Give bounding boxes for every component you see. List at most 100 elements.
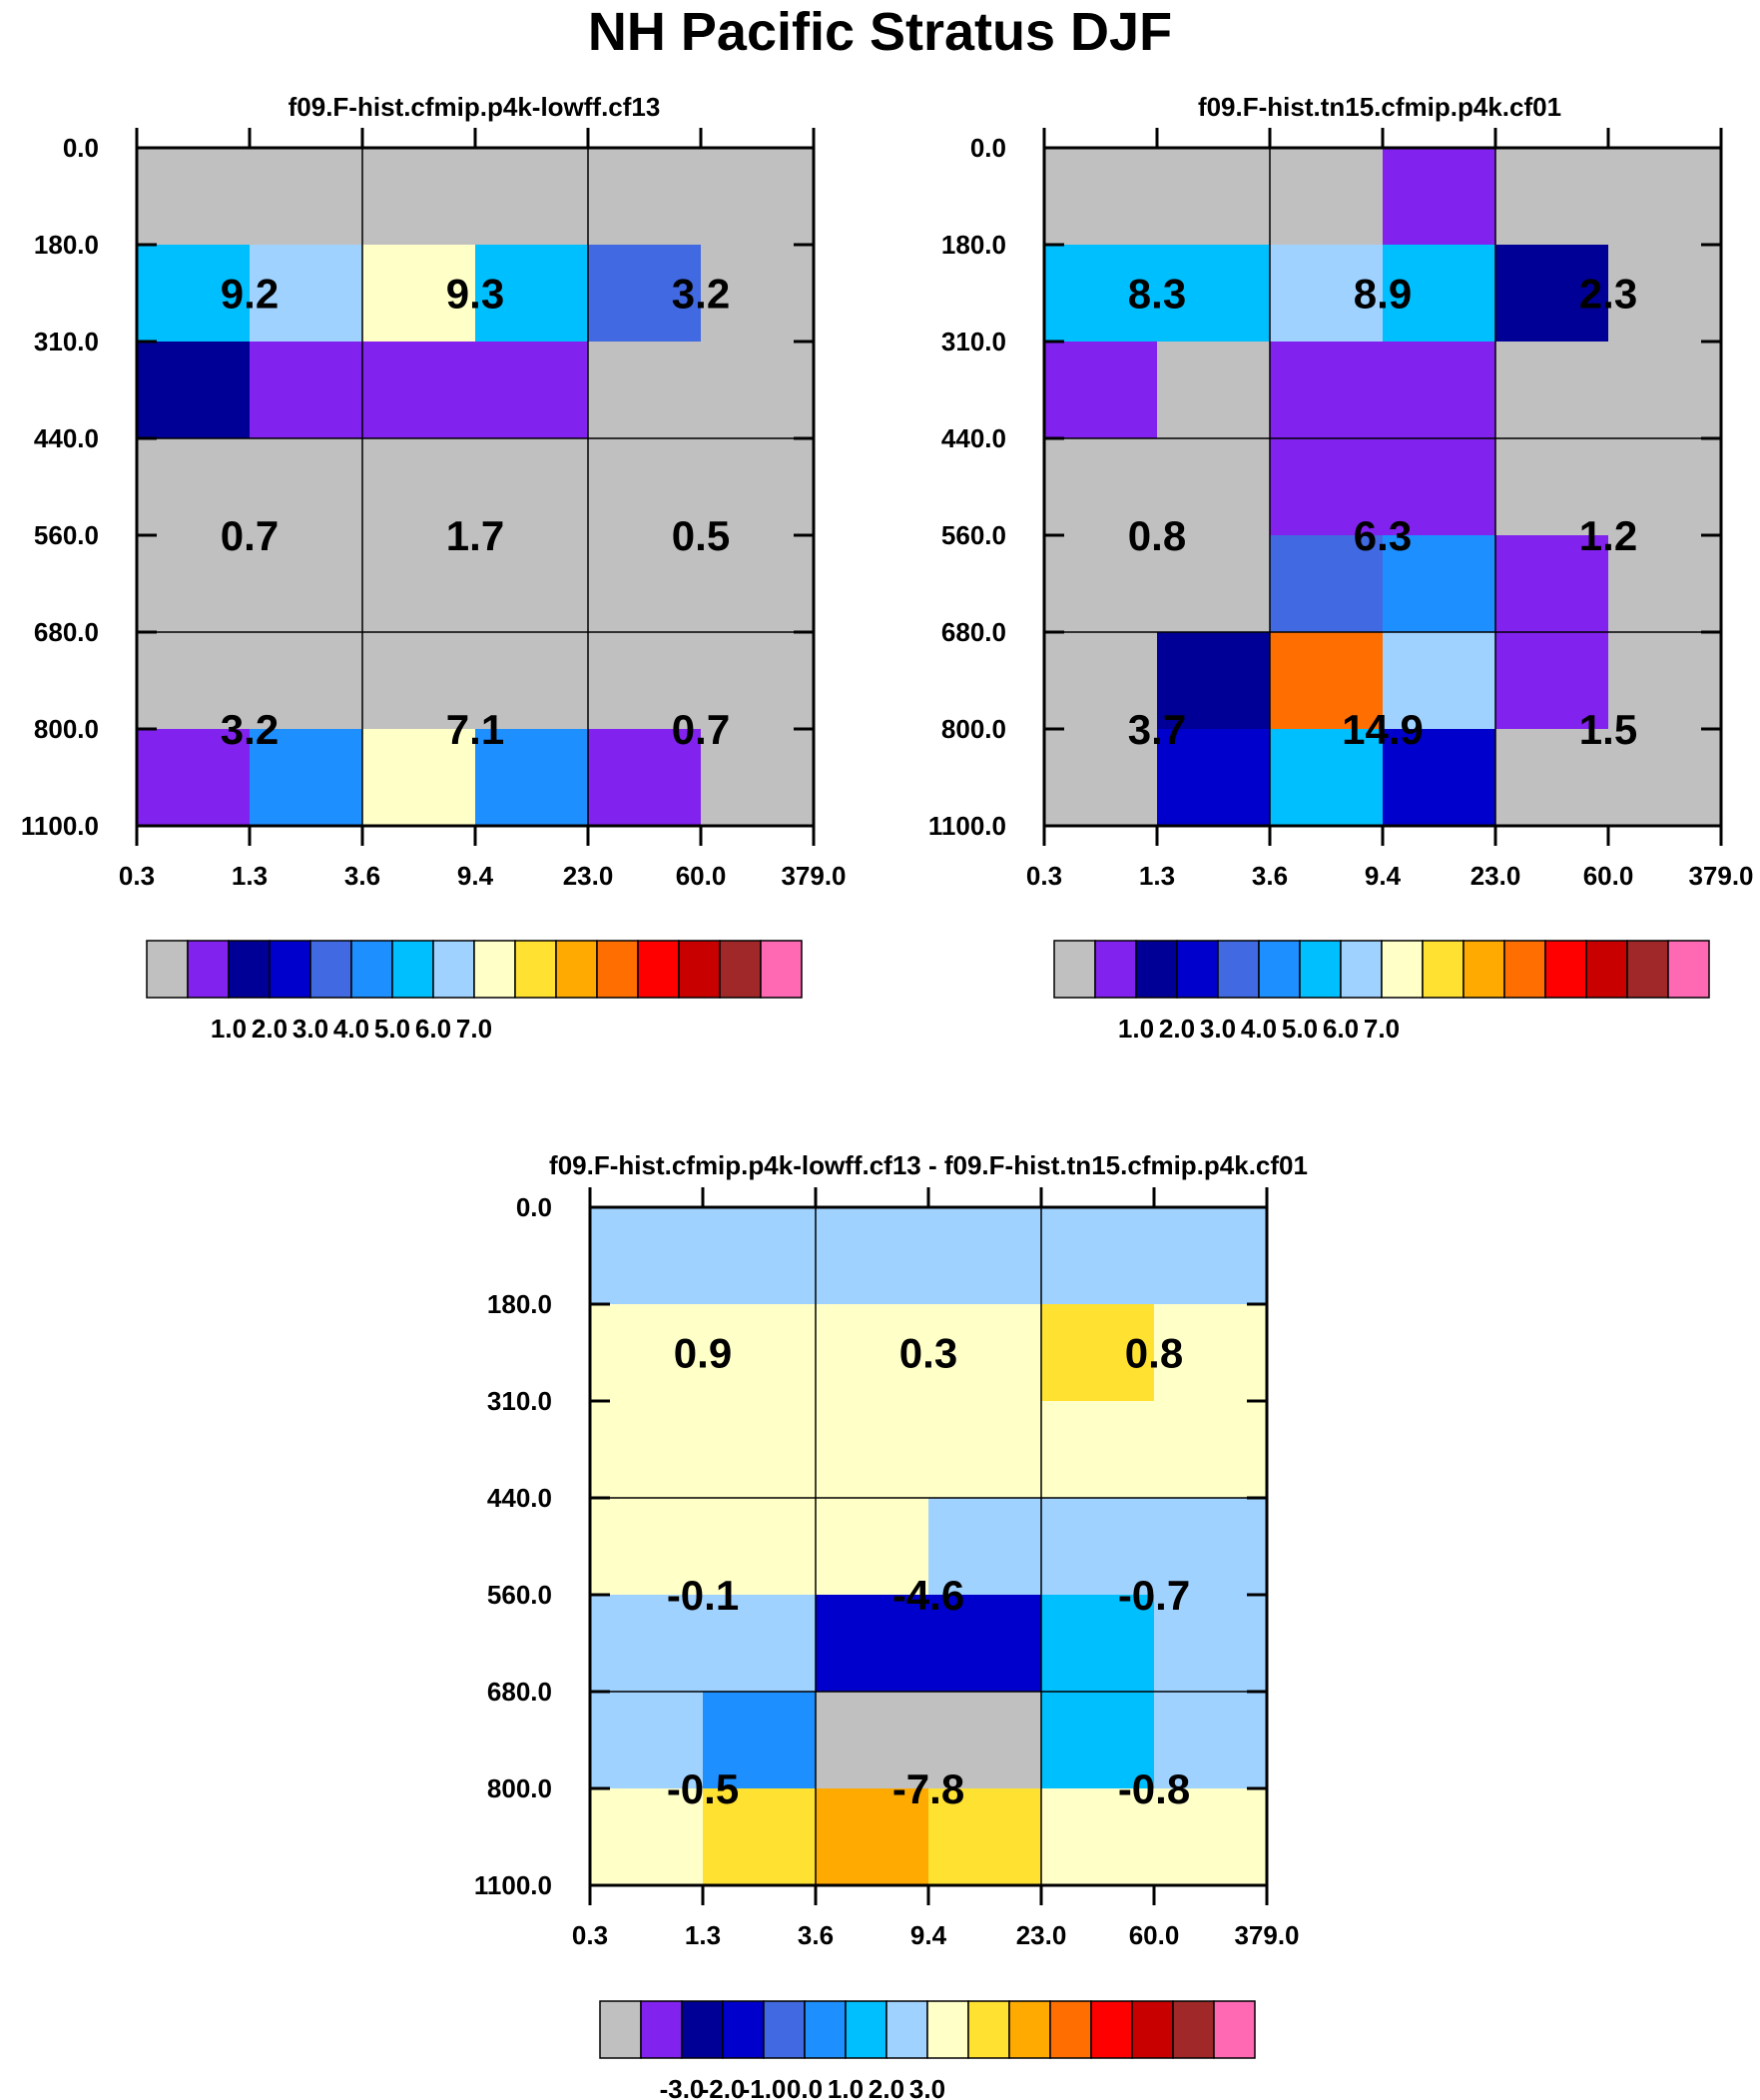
cell-value-label: 0.3	[899, 1330, 957, 1377]
y-tick-label: 800.0	[941, 714, 1006, 744]
y-tick-label: 680.0	[34, 617, 99, 647]
heat-cell	[588, 729, 702, 827]
colorbar-box	[391, 940, 434, 999]
heat-cell	[928, 1304, 1042, 1402]
colorbar-box	[763, 2000, 806, 2059]
heat-cell	[1608, 148, 1722, 246]
heat-cell	[1608, 438, 1722, 536]
y-tick-label: 180.0	[34, 230, 99, 260]
heat-cell	[703, 1498, 817, 1596]
heat-cell	[928, 1692, 1042, 1789]
heat-cell	[250, 438, 363, 536]
heat-cell	[1270, 729, 1384, 827]
cell-value-label: 3.2	[221, 706, 279, 753]
heat-cell	[1157, 342, 1271, 439]
heat-cell	[362, 342, 476, 439]
heat-cell	[588, 632, 702, 730]
heat-cell	[590, 1788, 704, 1886]
x-tick-label: 9.4	[1365, 861, 1402, 891]
colorbar-box	[1585, 940, 1628, 999]
heat-cell	[1495, 342, 1609, 439]
colorbar-box	[599, 2000, 642, 2059]
colorbar-box	[1544, 940, 1587, 999]
heat-cell	[250, 148, 363, 246]
heat-cell	[1157, 535, 1271, 633]
y-tick-label: 440.0	[487, 1483, 552, 1513]
heat-cell	[250, 729, 363, 827]
x-tick-label: 23.0	[1016, 1920, 1067, 1950]
heat-cell	[1383, 632, 1496, 730]
y-tick-label: 310.0	[487, 1386, 552, 1416]
heat-cell	[1270, 245, 1384, 343]
heat-cell	[1044, 342, 1158, 439]
x-tick-label: 9.4	[910, 1920, 947, 1950]
heat-cell	[1157, 245, 1271, 343]
cell-value-label: 0.8	[1125, 1330, 1183, 1377]
heat-cell	[1495, 632, 1609, 730]
heat-cell	[1383, 729, 1496, 827]
heat-cell	[362, 245, 476, 343]
heat-cell	[701, 632, 815, 730]
colorbar-tick-label: 1.0	[1118, 1014, 1154, 1044]
heat-cell	[250, 342, 363, 439]
x-tick-label: 60.0	[676, 861, 727, 891]
cell-value-label: -0.8	[1118, 1765, 1190, 1812]
cell-value-label: 0.5	[672, 512, 730, 559]
colorbar-box	[1053, 940, 1096, 999]
colorbar-box	[514, 940, 557, 999]
heat-cell	[816, 1595, 929, 1693]
cell-value-label: -0.5	[667, 1765, 739, 1812]
heat-cell	[1383, 535, 1496, 633]
y-tick-label: 180.0	[941, 230, 1006, 260]
panel-3-plot: 0.0 180.0 310.0 440.0 560.0 680.0 800.0 1100.0 0…	[474, 1187, 1300, 2100]
cell-value-label: 1.5	[1579, 706, 1637, 753]
colorbar-tick-label: 0.0	[787, 2074, 823, 2100]
heat-cell	[1154, 1595, 1268, 1693]
heat-cell	[928, 1788, 1042, 1886]
cell-value-label: 1.7	[446, 512, 504, 559]
heat-cell	[1270, 148, 1384, 246]
colorbar-box	[640, 2000, 683, 2059]
y-tick-label: 180.0	[487, 1289, 552, 1319]
colorbar-box	[228, 940, 271, 999]
cell-value-label: 8.3	[1128, 271, 1186, 318]
panel-2-plot: 0.0 180.0 310.0 440.0 560.0 680.0 800.0 1100.0 0…	[928, 128, 1754, 1044]
heat-cell	[250, 245, 363, 343]
heat-cell	[362, 535, 476, 633]
x-tick-label: 23.0	[563, 861, 614, 891]
heat-cell	[1041, 1401, 1155, 1499]
cell-value-label: 9.2	[221, 271, 279, 318]
heat-cell	[475, 245, 589, 343]
colorbar-box	[1381, 940, 1424, 999]
y-tick-label: 1100.0	[21, 811, 99, 841]
heat-cell	[588, 245, 702, 343]
heat-cell	[588, 148, 702, 246]
y-tick-label: 680.0	[941, 617, 1006, 647]
y-tick-label: 560.0	[34, 520, 99, 550]
heat-cell	[703, 1304, 817, 1402]
heat-cell	[1044, 535, 1158, 633]
heat-cell	[1154, 1498, 1268, 1596]
heat-cell	[928, 1498, 1042, 1596]
x-tick-label: 60.0	[1129, 1920, 1180, 1950]
heat-cell	[1383, 342, 1496, 439]
heat-cell	[1041, 1788, 1155, 1886]
heat-cell	[1608, 342, 1722, 439]
panel-1-plot: 0.0 180.0 310.0 440.0 560.0 680.0 800.0 1100.0 0…	[21, 128, 847, 1044]
colorbar-tick-label: 3.0	[1200, 1014, 1236, 1044]
heat-cell	[590, 1498, 704, 1596]
colorbar-tick-label: 4.0	[333, 1014, 369, 1044]
heat-cell	[588, 342, 702, 439]
heat-cell	[1154, 1401, 1268, 1499]
heat-cell	[701, 148, 815, 246]
colorbar-box	[1626, 940, 1669, 999]
heat-cell	[1041, 1692, 1155, 1789]
y-tick-label: 440.0	[34, 423, 99, 453]
heat-cell	[928, 1595, 1042, 1693]
heat-cell	[137, 535, 251, 633]
main-title: NH Pacific Stratus DJF	[587, 2, 1173, 62]
colorbar-box	[1008, 2000, 1051, 2059]
colorbar-box	[1094, 940, 1137, 999]
cell-value-label: 2.3	[1579, 271, 1637, 318]
heat-cell	[1041, 1207, 1155, 1305]
